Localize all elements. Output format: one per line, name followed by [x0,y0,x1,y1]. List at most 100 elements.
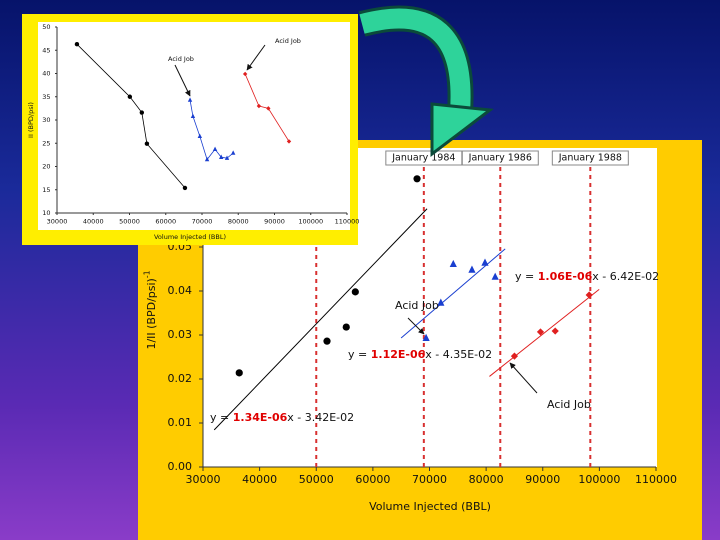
y-tick-label: 10 [42,209,50,217]
event-label: January 1988 [558,153,622,164]
x-tick-label: 60000 [155,218,176,226]
y-axis-title-superscript: -1 [143,270,152,278]
y-tick-label: 0.04 [168,284,193,297]
annotation: Acid Job [168,55,194,63]
x-tick-label: 80000 [228,218,249,226]
equation-rest: x - 6.42E-02 [592,270,659,283]
data-point [510,352,519,360]
y-tick-label: 0.00 [168,460,193,473]
inset-chart: 30000 40000 50000 60000 70000 80000 90000 10000… [27,23,359,241]
data-point [351,288,359,296]
data-point [127,94,133,99]
data-point [182,185,188,191]
data-point [144,141,150,146]
data-point [536,328,545,336]
trend-equation: y = 1.12E-06x - 4.35E-02 [348,348,492,361]
data-point [212,146,218,152]
x-tick-label: 30000 [47,218,68,226]
trend-equation: y = 1.34E-06x - 3.42E-02 [210,411,354,424]
annotation-arrow [246,44,266,71]
y-tick-label: 0.01 [168,416,193,429]
equation-slope: 1.34E-06 [233,411,288,424]
equation-rest: x - 4.35E-02 [425,348,492,361]
x-tick-label: 100000 [578,473,620,486]
y-tick-label: 25 [42,139,50,147]
x-tick-label: 40000 [83,218,104,226]
x-axis-title: Volume Injected (BBL) [154,233,226,241]
data-point [422,333,430,341]
y-axis-title: II (BPD/psi) [27,102,35,138]
x-tick-label: 90000 [525,473,560,486]
pointer-arrow [358,5,494,158]
annotation: Acid Job [275,37,301,45]
y-tick-label: 30 [42,116,50,124]
trend-line [213,208,428,431]
data-point [491,272,499,280]
equation-prefix: y = [210,411,233,424]
y-axis-title-text: II (BPD/psi) [27,102,35,138]
y-tick-label: 0.03 [168,328,193,341]
data-point [242,71,248,77]
data-point [481,258,489,266]
data-point [449,259,457,268]
x-tick-label: 70000 [192,218,213,226]
arrow-body [359,8,471,113]
data-point [256,103,262,109]
data-point [468,265,476,273]
data-point [139,110,145,115]
data-point [585,291,593,299]
x-tick-label: 50000 [119,218,140,226]
data-point [437,298,445,306]
equation-prefix: y = [348,348,371,361]
data-point [342,323,350,331]
data-point [266,106,271,111]
x-tick-label: 70000 [412,473,447,486]
data-point [224,155,230,160]
annotation: Acid Job [547,398,591,411]
event-label: January 1984 [391,153,455,164]
x-tick-label: 80000 [469,473,504,486]
inset-plot-area [38,22,350,230]
annotation: Acid Job [395,299,439,312]
equation-slope: 1.12E-06 [371,348,426,361]
data-point [204,156,210,162]
y-tick-label: 0.02 [168,372,193,385]
data-point [286,139,292,144]
y-axis-title: 1/II (BPD/psi)-1 [143,270,158,349]
x-tick-label: 40000 [242,473,277,486]
x-tick-label: 110000 [635,473,677,486]
y-tick-label: 40 [42,70,50,78]
data-point [219,154,224,159]
data-point [235,369,243,377]
equation-prefix: y = [515,270,538,283]
y-tick-label: 50 [42,23,50,31]
arrow-head [430,102,494,158]
x-tick-label: 50000 [299,473,334,486]
data-point [323,337,331,345]
data-point [187,97,193,102]
data-point [413,175,421,183]
annotation-arrow [407,317,425,335]
y-axis-title-text: 1/II (BPD/psi) [145,278,158,349]
y-tick-label: 15 [42,186,50,194]
event-label: January 1986 [468,153,532,164]
x-tick-label: 90000 [264,218,285,226]
x-tick-label: 30000 [186,473,221,486]
equation-rest: x - 3.42E-02 [287,411,354,424]
event-label-box [461,150,539,166]
y-tick-label: 45 [42,46,50,54]
y-tick-label: 20 [42,163,50,171]
data-point [551,327,559,335]
x-tick-label: 110000 [335,218,360,226]
x-tick-label: 60000 [355,473,390,486]
event-label-box [551,150,629,166]
equation-slope: 1.06E-06 [538,270,593,283]
trend-line [400,248,506,339]
x-tick-label: 100000 [298,218,323,226]
x-axis-title: Volume Injected (BBL) [369,500,491,513]
annotation-arrow [174,64,191,97]
y-tick-label: 35 [42,93,50,101]
data-point [230,150,236,155]
